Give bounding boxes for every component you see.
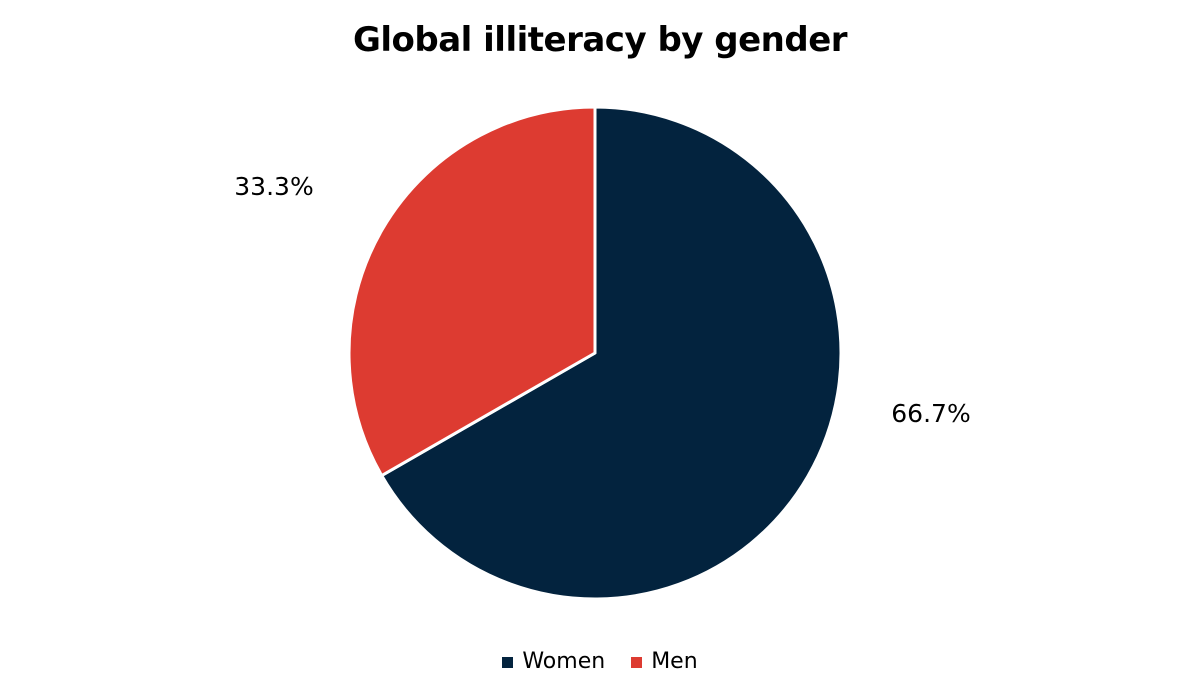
pie-labels: 66.7% 33.3% bbox=[234, 172, 970, 428]
legend: Women Men bbox=[0, 646, 1200, 678]
legend-label-women: Women bbox=[522, 649, 606, 674]
legend-swatch-men bbox=[631, 656, 643, 668]
data-label-women: 66.7% bbox=[891, 399, 970, 428]
legend-item-women: Women bbox=[502, 646, 605, 678]
legend-item-men: Men bbox=[631, 646, 698, 678]
data-label-men: 33.3% bbox=[234, 172, 313, 201]
chart-title: Global illiteracy by gender bbox=[352, 20, 848, 60]
pie-slice-women bbox=[380, 105, 843, 601]
legend-label-men: Men bbox=[651, 649, 698, 674]
legend-swatch-women bbox=[502, 656, 514, 668]
pie-slices bbox=[347, 105, 843, 601]
pie-slice-men bbox=[347, 105, 597, 478]
